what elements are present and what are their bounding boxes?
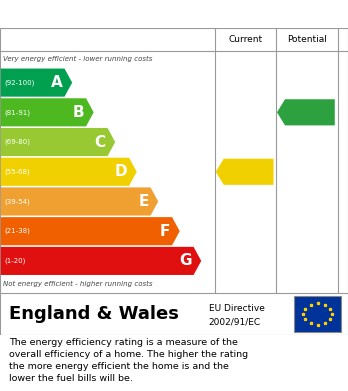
Polygon shape	[1, 247, 201, 275]
Text: (1-20): (1-20)	[4, 258, 25, 264]
Text: (69-80): (69-80)	[4, 139, 30, 145]
Text: F: F	[160, 224, 170, 239]
Text: The energy efficiency rating is a measure of the
overall efficiency of a home. T: The energy efficiency rating is a measur…	[9, 338, 248, 383]
Text: B: B	[73, 105, 84, 120]
Polygon shape	[216, 159, 274, 185]
Text: (55-68): (55-68)	[4, 169, 30, 175]
Polygon shape	[1, 158, 137, 186]
Polygon shape	[1, 187, 158, 215]
Text: C: C	[95, 135, 106, 149]
Polygon shape	[1, 98, 94, 126]
Text: Very energy efficient - lower running costs: Very energy efficient - lower running co…	[3, 56, 153, 62]
Polygon shape	[1, 217, 180, 245]
Text: (92-100): (92-100)	[4, 79, 34, 86]
Text: Potential: Potential	[287, 35, 327, 44]
Text: G: G	[179, 253, 192, 268]
Text: 56: 56	[238, 164, 260, 179]
Text: (21-38): (21-38)	[4, 228, 30, 235]
Polygon shape	[277, 99, 335, 126]
Text: A: A	[51, 75, 63, 90]
Text: EU Directive: EU Directive	[209, 305, 265, 314]
Text: Current: Current	[229, 35, 263, 44]
Text: 2002/91/EC: 2002/91/EC	[209, 317, 261, 326]
Polygon shape	[1, 68, 72, 97]
Text: Energy Efficiency Rating: Energy Efficiency Rating	[9, 7, 211, 22]
Polygon shape	[1, 128, 115, 156]
Text: 81: 81	[300, 105, 321, 120]
Text: E: E	[139, 194, 149, 209]
Text: Not energy efficient - higher running costs: Not energy efficient - higher running co…	[3, 282, 153, 287]
Text: (39-54): (39-54)	[4, 198, 30, 205]
Text: (81-91): (81-91)	[4, 109, 30, 116]
Text: D: D	[115, 164, 127, 179]
Bar	[294, 296, 341, 332]
Text: England & Wales: England & Wales	[9, 305, 179, 323]
